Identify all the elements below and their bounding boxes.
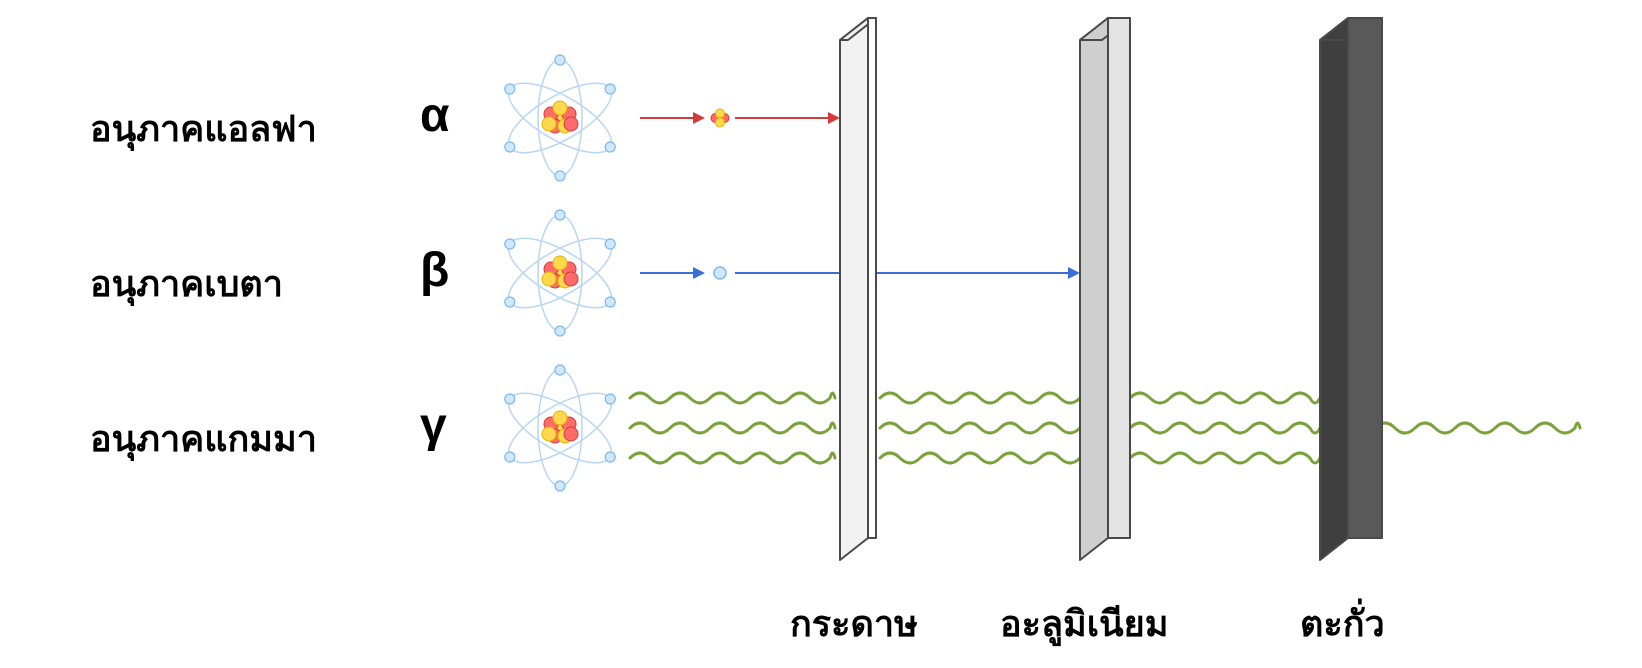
label-alpha: อนุภาคแอลฟา: [90, 100, 317, 157]
symbol-alpha: α: [420, 88, 450, 143]
diagram-stage: อนุภาคแอลฟา α อนุภาคเบตา β อนุภาคแกมมา γ…: [0, 0, 1642, 668]
symbol-gamma: γ: [420, 398, 447, 453]
label-paper: กระดาษ: [790, 595, 918, 652]
label-lead: ตะกั่ว: [1300, 595, 1385, 652]
barrier-lead: [1320, 18, 1382, 560]
barrier-aluminium: [1080, 18, 1130, 560]
label-aluminium: อะลูมิเนียม: [1000, 595, 1169, 652]
arrows: [640, 109, 1080, 279]
gamma-waves: [630, 393, 1580, 463]
atom-icon: [499, 210, 621, 336]
symbol-beta: β: [420, 243, 449, 298]
atom-icon: [499, 365, 621, 491]
atom-icon: [499, 55, 621, 181]
label-gamma: อนุภาคแกมมา: [90, 410, 317, 467]
label-beta: อนุภาคเบตา: [90, 255, 283, 312]
barrier-paper: [840, 18, 876, 560]
